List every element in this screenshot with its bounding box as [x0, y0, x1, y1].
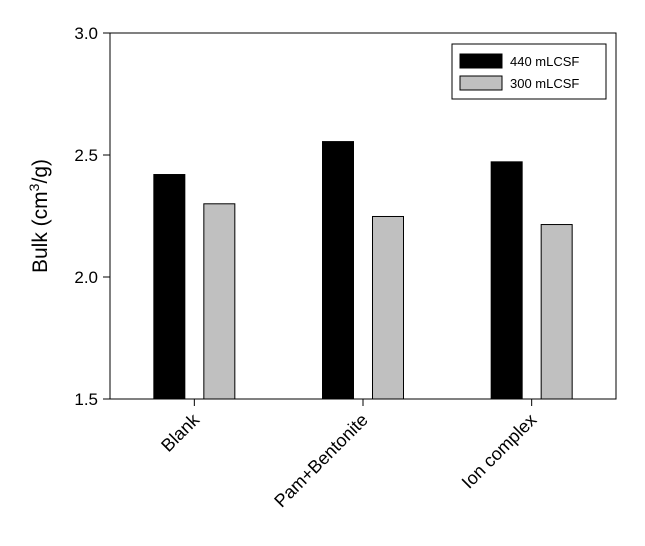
- y-tick-label: 1.5: [74, 390, 98, 409]
- bar-440-0: [153, 174, 186, 400]
- bar-300-1: [372, 215, 404, 400]
- legend-swatch-440: [459, 53, 503, 69]
- y-axis: 1.5 2.0 2.5 3.0: [74, 24, 110, 409]
- bars-group: [153, 141, 573, 400]
- x-axis: Blank Pam+Bentonite Ion complex: [157, 399, 540, 511]
- y-tick-label: 2.0: [74, 268, 98, 287]
- legend-label-300: 300 mLCSF: [510, 76, 579, 91]
- x-category-label: Blank: [157, 409, 204, 456]
- bar-300-2: [540, 224, 573, 400]
- y-tick-label: 3.0: [74, 24, 98, 43]
- legend-swatch-300: [459, 75, 503, 91]
- y-tick-label: 2.5: [74, 146, 98, 165]
- x-category-label: Ion complex: [458, 410, 541, 493]
- x-category-label: Pam+Bentonite: [270, 410, 372, 512]
- y-axis-label: Bulk (cm3/g): [26, 159, 52, 273]
- legend-label-440: 440 mLCSF: [510, 54, 579, 69]
- bar-440-1: [322, 141, 354, 400]
- bar-300-0: [203, 203, 236, 400]
- legend: 440 mLCSF 300 mLCSF: [451, 43, 607, 100]
- bar-440-2: [490, 161, 523, 400]
